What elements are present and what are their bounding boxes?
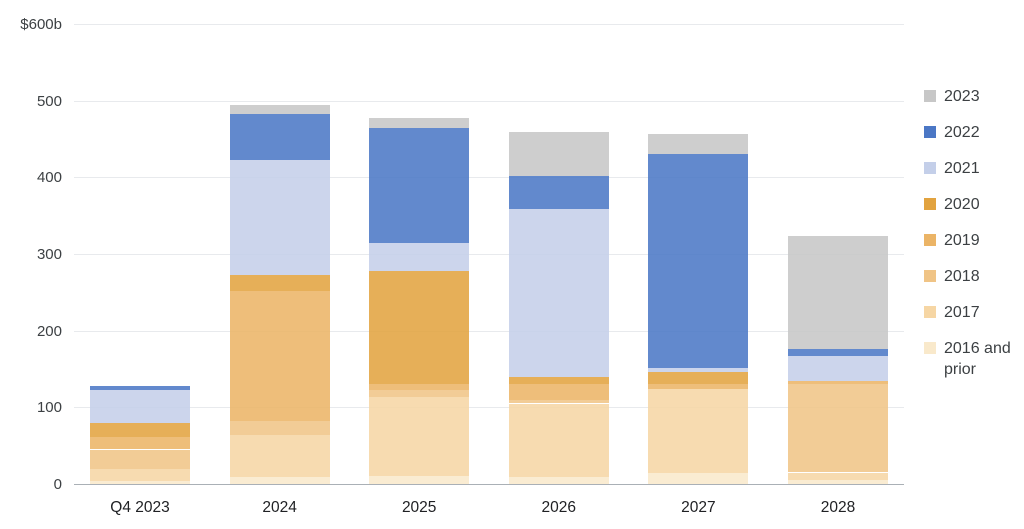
bar-segment-2017-2026[interactable] (508, 403, 609, 478)
y-tick-label-100: 100 (36, 399, 62, 417)
legend-item-2017[interactable]: 2017 (924, 302, 1022, 323)
bar-segment-2019-2028[interactable] (788, 381, 888, 384)
gridline-300 (74, 254, 904, 255)
bar-segment-2019-2025[interactable] (369, 384, 470, 390)
legend-item-2020[interactable]: 2020 (924, 194, 1022, 215)
bar-segment-2017-2025[interactable] (369, 397, 470, 477)
legend-swatch-2016-and-prior (924, 342, 936, 354)
bar-segment-2021-2024[interactable] (229, 160, 330, 276)
bar-segment-2021-2027[interactable] (648, 368, 749, 373)
y-tick-label-600: $600b (20, 16, 62, 33)
bar-segment-2016-and-prior-2025[interactable] (369, 476, 470, 484)
legend-swatch-2018 (924, 270, 936, 282)
legend-label: 2020 (944, 196, 980, 213)
bar-segment-2018-Q4-2023[interactable] (90, 449, 190, 470)
bar-segment-2023-2026[interactable] (508, 132, 609, 176)
bar-segment-2019-2024[interactable] (229, 290, 330, 422)
bar-segment-2018-2025[interactable] (369, 389, 470, 398)
gridline-100 (74, 407, 904, 409)
x-tick-label-Q4-2023: Q4 2023 (110, 499, 170, 516)
legend-swatch-2017 (924, 306, 936, 318)
bar-segment-2017-2027[interactable] (648, 388, 749, 474)
gridline-0 (74, 484, 904, 485)
bar-segment-2016-and-prior-2027[interactable] (648, 473, 749, 484)
legend-swatch-2023 (924, 90, 936, 102)
legend-label: 2017 (944, 304, 980, 321)
bar-segment-2016-and-prior-Q4-2023[interactable] (90, 480, 190, 484)
bar-segment-2018-2028[interactable] (788, 383, 888, 473)
bar-segment-2017-2024[interactable] (229, 434, 330, 478)
bar-segment-2022-2024[interactable] (229, 114, 330, 161)
bar-segment-2019-Q4-2023[interactable] (90, 437, 190, 450)
bar-segment-2023-2025[interactable] (369, 117, 470, 129)
bar-segment-2023-2027[interactable] (648, 134, 749, 155)
bar-segment-2021-Q4-2023[interactable] (90, 390, 190, 424)
gridline-500 (74, 100, 904, 102)
legend-swatch-2021 (924, 162, 936, 174)
x-tick-label-2028: 2028 (820, 499, 856, 516)
bar-segment-2017-Q4-2023[interactable] (90, 469, 190, 481)
legend-label: 2023 (944, 88, 980, 105)
bar-segment-2017-2028[interactable] (788, 472, 888, 481)
y-tick-label-200: 200 (36, 322, 62, 340)
legend-item-2019[interactable]: 2019 (924, 230, 1022, 251)
legend-swatch-2022 (924, 126, 936, 138)
bar-segment-2023-2028[interactable] (788, 235, 888, 350)
y-tick-label-0: 0 (53, 476, 62, 493)
x-tick-label-2024: 2024 (262, 499, 297, 516)
bar-segment-2018-2024[interactable] (229, 421, 330, 435)
bar-segment-2016-and-prior-2026[interactable] (508, 477, 609, 484)
bar-segment-2019-2026[interactable] (508, 383, 609, 401)
bar-segment-2016-and-prior-2028[interactable] (788, 480, 888, 484)
legend-item-2016-and-prior[interactable]: 2016 and prior (924, 338, 1022, 380)
legend-label: 2021 (944, 160, 980, 177)
bar-segment-2022-2025[interactable] (369, 128, 470, 244)
legend-label: 2018 (944, 268, 980, 285)
gridline-400 (74, 177, 904, 179)
bar-segment-2021-2025[interactable] (369, 243, 470, 271)
gridline-200 (74, 330, 904, 332)
x-tick-label-2025: 2025 (401, 499, 437, 516)
y-tick-label-400: 400 (36, 169, 62, 187)
bar-segment-2019-2027[interactable] (648, 384, 749, 389)
legend-label: 2022 (944, 124, 980, 141)
bar-segment-2018-2026[interactable] (508, 400, 609, 404)
legend-swatch-2020 (924, 198, 936, 210)
bar-segment-2016-and-prior-2024[interactable] (229, 477, 330, 484)
legend-item-2021[interactable]: 2021 (924, 158, 1022, 179)
bar-segment-2020-Q4-2023[interactable] (90, 423, 190, 438)
gridline-600 (74, 24, 904, 25)
bar-segment-2020-2025[interactable] (369, 270, 470, 385)
legend-item-2023[interactable]: 2023 (924, 86, 1022, 107)
legend-item-2018[interactable]: 2018 (924, 266, 1022, 287)
legend-swatch-2019 (924, 234, 936, 246)
x-tick-label-2026: 2026 (541, 499, 577, 516)
legend-label: 2019 (944, 232, 980, 249)
legend-item-2022[interactable]: 2022 (924, 122, 1022, 143)
bar-segment-2022-2026[interactable] (508, 175, 609, 209)
legend-label: 2016 and prior (944, 340, 1011, 378)
x-tick-label-2027: 2027 (681, 499, 716, 516)
bar-segment-2022-2027[interactable] (648, 154, 749, 369)
bar-segment-2021-2028[interactable] (788, 355, 888, 382)
bar-segment-2020-2026[interactable] (508, 377, 609, 384)
bar-segment-2020-2027[interactable] (648, 372, 749, 385)
bar-segment-2021-2026[interactable] (508, 208, 609, 378)
bar-segment-2023-2024[interactable] (229, 105, 330, 115)
y-tick-label-500: 500 (36, 92, 62, 110)
y-tick-label-300: 300 (36, 246, 62, 263)
bar-segment-2022-Q4-2023[interactable] (90, 385, 190, 391)
bar-segment-2020-2024[interactable] (229, 275, 330, 291)
bar-segment-2022-2028[interactable] (788, 349, 888, 356)
